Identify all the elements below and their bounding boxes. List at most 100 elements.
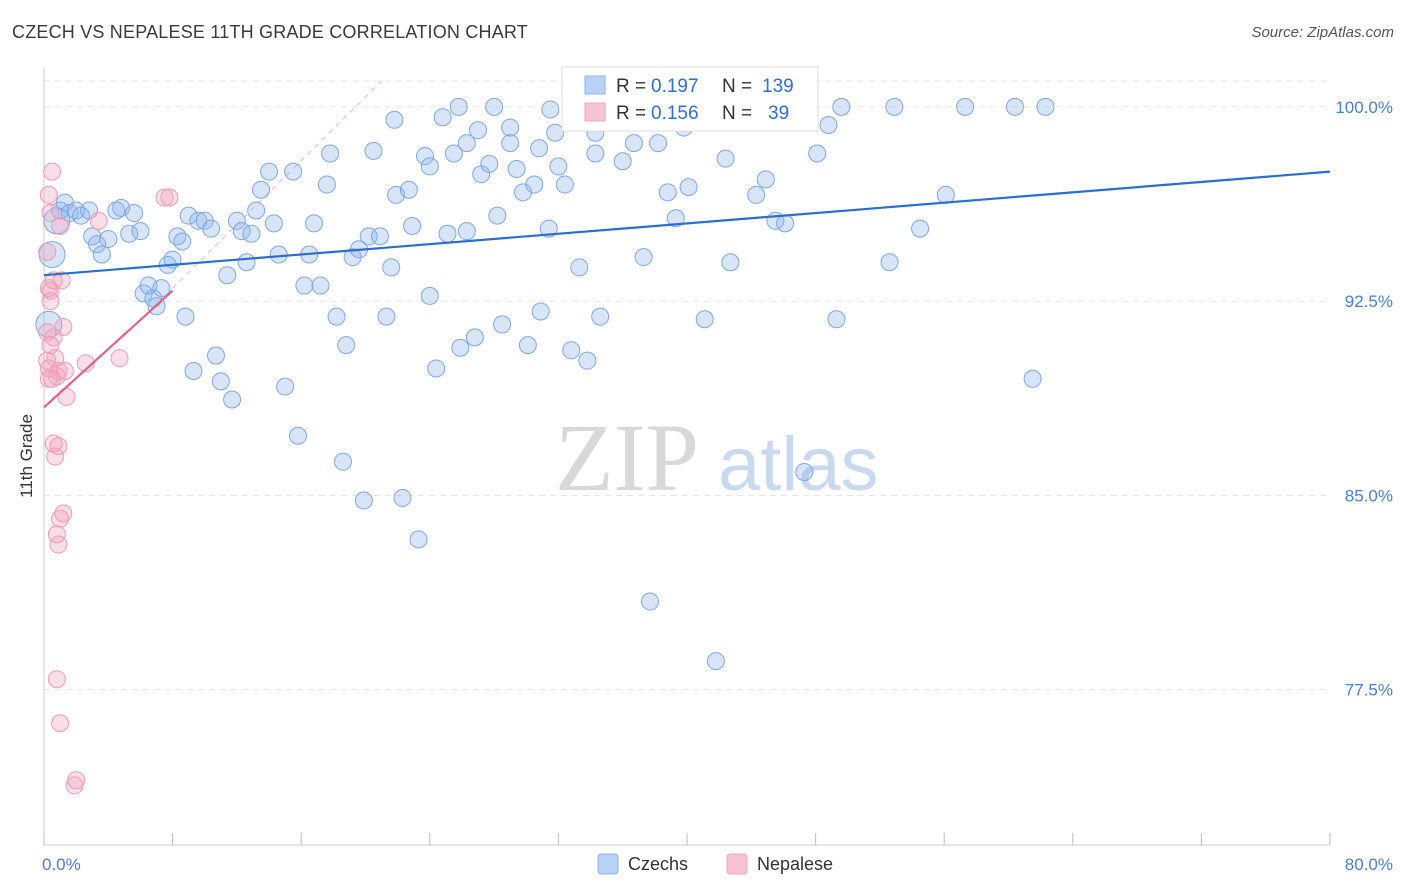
czechs-point [176,307,195,326]
y-tick-label: 100.0% [1335,98,1393,117]
czechs-point [67,201,86,220]
legend-r-label-nepalese: R = [616,103,646,124]
legend-r-label-czechs: R = [616,76,646,97]
y-axis-label: 11th Grade [17,414,36,498]
series-legend-swatch-nepalese [726,853,748,875]
czechs-point [120,224,139,243]
nepalese-point [44,271,63,290]
czechs-point [227,211,246,230]
nepalese-point [38,242,57,261]
czechs-point [327,307,346,326]
czechs-point [586,144,605,163]
czechs-point [518,336,537,355]
czechs-point [260,162,279,181]
czechs-point [337,336,356,355]
czechs-point [457,222,476,241]
source-label: Source: ZipAtlas.com [1251,24,1394,41]
czechs-point [706,652,725,671]
czechs-point [415,147,434,166]
nepalese-point [155,188,174,207]
nepalese-point [39,369,58,388]
czechs-trend-line [43,170,1331,277]
nepalese-point [54,504,73,523]
czechs-point [295,276,314,295]
czechs-point [485,97,504,116]
czechs-point [546,123,565,142]
grid-lines [44,80,1330,691]
x-tick-label: 80.0% [1345,855,1393,874]
czechs-point [269,245,288,264]
nepalese-point [51,216,70,235]
czechs-point [501,118,520,137]
nepalese-point [51,509,70,528]
czechs-point [480,154,499,173]
czechs-point [634,248,653,267]
nepalese-point [41,336,60,355]
czechs-point [570,258,589,277]
czechs-point [541,100,560,119]
czechs-point [173,232,192,251]
czechs-point [264,214,283,233]
czechs-point [956,97,975,116]
czechs-point [311,276,330,295]
y-tick-label: 85.0% [1345,486,1393,505]
czechs-point [427,359,446,378]
czechs-point [242,224,261,243]
czechs-point [399,180,418,199]
czechs-point [168,227,187,246]
nepalese-point [160,188,179,207]
czechs-point [721,253,740,272]
czechs-point [1036,97,1055,116]
czechs-point [247,201,266,220]
nepalese-point [76,354,95,373]
czechs-point [539,219,558,238]
nepalese-point [39,185,58,204]
czechs-point [716,149,735,168]
czechs-point [1005,97,1024,116]
czechs-point [911,219,930,238]
czechs-point [252,180,271,199]
x-tick-label: 0.0% [42,855,81,874]
czechs-point [591,307,610,326]
czechs-point [555,175,574,194]
legend-n-nepalese: 39 [768,103,789,124]
czechs-point [756,170,775,189]
czechs-point [184,362,203,381]
nepalese-points [38,162,179,795]
nepalese-point [46,447,65,466]
nepalese-point [67,771,86,790]
czechs-point [465,328,484,347]
czechs-point [433,108,452,127]
trend-lines [43,170,1331,409]
nepalese-point [57,387,76,406]
legend-n-czechs: 139 [762,76,794,97]
czechs-point [288,426,307,445]
czechs-point [880,253,899,272]
czechs-point [795,463,814,482]
legend-r-nepalese: 0.156 [651,103,699,124]
czechs-point [444,144,463,163]
series-legend-swatch-czechs [597,853,619,875]
czechs-point [819,115,838,134]
legend-n-label-nepalese: N = [722,103,752,124]
czechs-points [35,97,1055,671]
czechs-point [530,139,549,158]
czechs-point [885,97,904,116]
czechs-point [666,209,685,228]
czechs-point [747,185,766,204]
czechs-point [641,592,660,611]
czechs-point [493,315,512,334]
czechs-point [624,134,643,153]
czechs-point [409,530,428,549]
nepalese-point [39,359,58,378]
nepalese-point [41,204,60,223]
czechs-point [578,351,597,370]
czechs-point [207,346,226,365]
watermark-atlas: atlas [718,422,879,507]
czechs-point [531,302,550,321]
czechs-point [679,178,698,197]
czechs-point [131,222,150,241]
czechs-point [658,183,677,202]
czechs-point [382,258,401,277]
